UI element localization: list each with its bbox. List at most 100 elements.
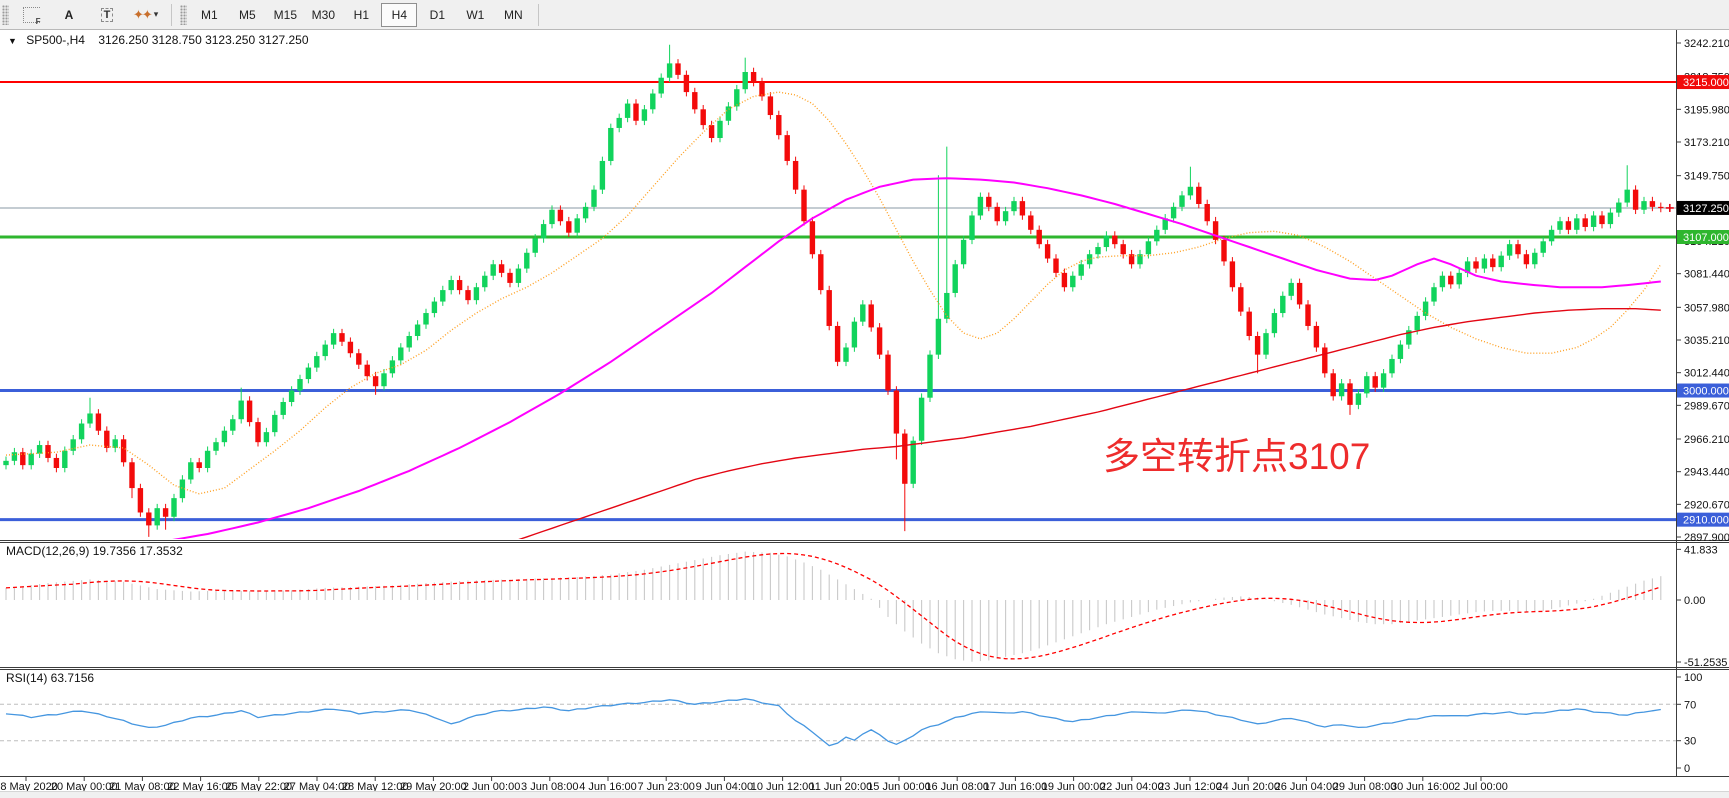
chart-window [0,29,1729,792]
font-a-icon: A [64,7,74,22]
time-label: 22 Jun 04:00 [1100,781,1164,793]
time-label: 29 May 20:00 [400,781,467,793]
price-badge-3215.000: 3215.000 [1677,75,1729,90]
time-label: 2 Jul 00:00 [1454,781,1508,793]
toolbar-drag-handle[interactable] [2,4,9,25]
rsi-line [5,698,1661,747]
svg-text:3215.000: 3215.000 [1683,77,1729,89]
time-label: 25 May 22:00 [225,781,292,793]
objects-icon: ✦✦ [133,6,153,22]
time-label: 3 Jun 08:00 [521,781,579,793]
time-label: 28 May 12:00 [342,781,409,793]
timeframe-button-H4[interactable]: H4 [381,2,418,27]
price-tick-2989.670: 2989.670 [1684,400,1729,412]
rsi-indicator-label: RSI(14) 63.7156 [6,671,95,685]
price-tick-2897.900: 2897.900 [1684,532,1729,544]
chinese-annotation-text: 多空转折点3107 [1103,436,1371,477]
dropdown-caret-icon: ▾ [153,9,159,19]
time-label: 11 Jun 20:00 [809,781,872,793]
price-tick-3173.210: 3173.210 [1684,137,1729,149]
price-badge-3000.000: 3000.000 [1677,383,1729,398]
time-label: 21 May 08:00 [109,781,176,793]
time-label: 7 Jun 23:00 [637,781,695,793]
time-label: 2 Jun 00:00 [463,781,521,793]
candles [3,44,1664,537]
price-tick-2920.670: 2920.670 [1684,499,1729,511]
rsi-tick-30: 30 [1684,736,1696,748]
timeframe-button-W1[interactable]: W1 [466,7,485,22]
macd-panel [5,551,1662,662]
timeframe-button-H1[interactable]: H1 [353,7,369,22]
price-tick-3149.750: 3149.750 [1684,171,1729,183]
price-tick-3035.210: 3035.210 [1684,335,1729,347]
timeframe-button-MN[interactable]: MN [503,7,523,22]
time-label: 16 Jun 08:00 [925,781,989,793]
time-label: 4 Jun 16:00 [579,781,637,793]
toolbar: F A T ✦✦ ▾ M1 M5 M15 M30 H1 H4 D1 W1 MN [0,0,1729,30]
macd-signal-line [5,552,1661,660]
objects-button[interactable]: ✦✦ ▾ [127,3,164,27]
time-label: 19 Jun 00:00 [1042,781,1106,793]
slow-ma-red [518,308,1661,539]
toolbar-separator [171,3,173,26]
symbol-period-label: SP500-,H4 [26,33,85,47]
toolbar-separator-end [538,3,540,26]
svg-text:3000.000: 3000.000 [1683,386,1729,398]
time-label: 29 Jun 08:00 [1333,781,1397,793]
time-label: 18 May 2020 [0,781,58,793]
price-badge-3127.250: 3127.250 [1677,200,1729,215]
time-label: 24 Jun 20:00 [1216,781,1280,793]
time-label: 30 Jun 16:00 [1391,781,1455,793]
timeframe-button-group: M1 M5 M15 M30 H1 H4 D1 W1 MN [190,2,532,27]
rsi-tick-0: 0 [1684,763,1690,775]
macd-tick-0.00: 0.00 [1684,595,1705,607]
timeframe-button-M30[interactable]: M30 [311,7,335,22]
time-label: 9 Jun 04:00 [696,781,754,793]
price-tick-3195.980: 3195.980 [1684,104,1729,116]
collapse-triangle-icon[interactable]: ▼ [8,36,17,46]
time-label: 23 Jun 12:00 [1158,781,1222,793]
time-label: 27 May 04:00 [284,781,351,793]
svg-text:3127.250: 3127.250 [1683,203,1729,215]
timeframe-button-M15[interactable]: M15 [273,7,297,22]
timeframe-button-M1[interactable]: M1 [200,7,218,22]
grid-f-icon: F [22,6,41,26]
main-price-panel [0,44,1676,539]
price-badge-2910.000: 2910.000 [1677,512,1729,527]
time-label: 20 May 00:00 [51,781,118,793]
timeframe-toolbar-drag-handle[interactable] [180,4,188,25]
macd-tick--51.2535: -51.2535 [1684,657,1727,669]
price-tick-3057.980: 3057.980 [1684,302,1729,314]
time-label: 17 Jun 16:00 [984,781,1048,793]
price-tick-3012.440: 3012.440 [1684,368,1729,380]
svg-text:3107.000: 3107.000 [1683,232,1729,244]
macd-tick-41.833: 41.833 [1684,544,1718,556]
price-badge-3107.000: 3107.000 [1677,229,1729,244]
text-label-button[interactable]: T [89,3,125,27]
timeframe-button-D1[interactable]: D1 [429,7,445,22]
font-a-button[interactable]: A [51,3,87,27]
text-label-icon: T [100,7,114,22]
fast-ma-orange [5,91,1662,495]
ohlc-values: 3126.250 3128.750 3123.250 3127.250 [98,33,309,47]
time-label: 26 Jun 04:00 [1275,781,1339,793]
macd-indicator-label: MACD(12,26,9) 19.7356 17.3532 [6,544,183,558]
mid-ma-magenta [172,177,1661,539]
time-label: 15 Jun 00:00 [867,781,931,793]
timeframe-button-M5[interactable]: M5 [238,7,256,22]
price-tick-2966.210: 2966.210 [1684,434,1729,446]
rsi-tick-100: 100 [1684,672,1702,684]
price-axis: 3242.2103218.7503195.9803173.2103149.750… [1676,38,1729,775]
chart-ohlc-title: ▼ SP500-,H4 3126.250 3128.750 3123.250 3… [8,33,309,47]
grid-f-icon-button[interactable]: F [13,3,49,27]
time-label: 10 Jun 12:00 [751,781,815,793]
rsi-tick-70: 70 [1684,699,1696,711]
svg-text:2910.000: 2910.000 [1683,515,1729,527]
price-tick-2943.440: 2943.440 [1684,467,1729,479]
price-tick-3081.440: 3081.440 [1684,269,1729,281]
price-tick-3242.210: 3242.210 [1684,38,1729,50]
time-label: 22 May 16:00 [167,781,234,793]
